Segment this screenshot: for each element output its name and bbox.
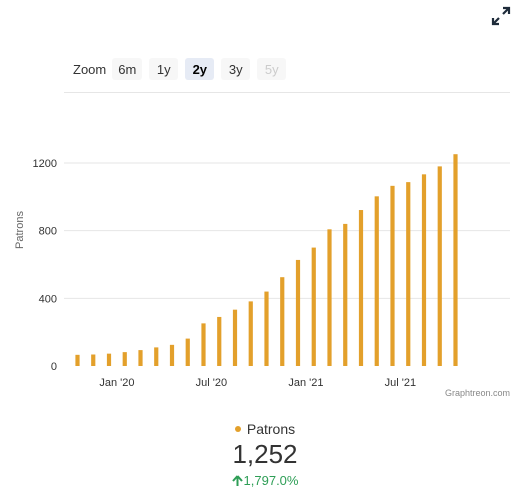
y-tick-label: 800	[39, 226, 57, 238]
bar	[248, 301, 253, 366]
credit-text[interactable]: Graphtreon.com	[445, 388, 511, 398]
zoom-label: Zoom	[73, 61, 107, 77]
bar	[358, 210, 364, 366]
bar	[453, 154, 458, 366]
y-tick-label: 1200	[33, 158, 57, 170]
patron-change: 1,797.0%	[0, 473, 530, 488]
bar	[185, 338, 190, 366]
x-tick-label: Jan '20	[99, 377, 134, 389]
x-tick-label: Jul '20	[196, 377, 227, 389]
bar	[390, 185, 395, 366]
bar	[232, 309, 238, 366]
bar	[217, 316, 222, 366]
y-axis-label: Patrons	[14, 211, 26, 249]
patron-total: 1,252	[232, 439, 298, 469]
bar	[280, 277, 285, 366]
zoom-divider	[64, 92, 510, 93]
zoom-option-5y: 5y	[257, 58, 287, 80]
y-tick-label: 0	[51, 361, 57, 373]
x-tick-label: Jul '21	[385, 377, 416, 389]
bar	[311, 247, 316, 366]
zoom-option-6m[interactable]: 6m	[112, 58, 143, 80]
zoom-buttons: 6m 1y 2y 3y 5y	[112, 58, 293, 80]
bar	[122, 352, 127, 366]
bar	[154, 347, 159, 366]
bar	[169, 344, 175, 366]
bar	[201, 323, 206, 366]
legend-dot	[234, 426, 241, 433]
bar	[374, 196, 379, 366]
bar	[106, 353, 112, 366]
legend-label: Patrons	[246, 421, 296, 437]
bar	[91, 354, 96, 366]
bar	[138, 350, 143, 366]
patron-change-value: 1,797.0%	[243, 473, 299, 488]
bar	[295, 259, 301, 366]
bar	[421, 174, 427, 366]
bar	[437, 166, 442, 366]
x-tick-label: Jan '21	[288, 377, 323, 389]
bar	[264, 291, 269, 366]
zoom-selector: Zoom 6m 1y 2y 3y 5y	[73, 57, 293, 81]
bar	[327, 229, 332, 366]
patrons-bar-chart: 0 400 800 1200 Patrons Jan '20 Jul '20 Jan '21 J…	[14, 154, 510, 389]
y-tick-label: 400	[39, 293, 57, 305]
legend-item-patrons[interactable]: Patrons	[0, 421, 530, 437]
expand-icon[interactable]	[490, 5, 512, 27]
bar	[406, 182, 411, 366]
arrow-up-icon	[231, 474, 243, 486]
bar	[75, 354, 80, 366]
zoom-option-1y[interactable]: 1y	[149, 58, 179, 80]
bar	[343, 223, 348, 366]
zoom-option-2y[interactable]: 2y	[185, 58, 215, 80]
zoom-option-3y[interactable]: 3y	[221, 58, 251, 80]
